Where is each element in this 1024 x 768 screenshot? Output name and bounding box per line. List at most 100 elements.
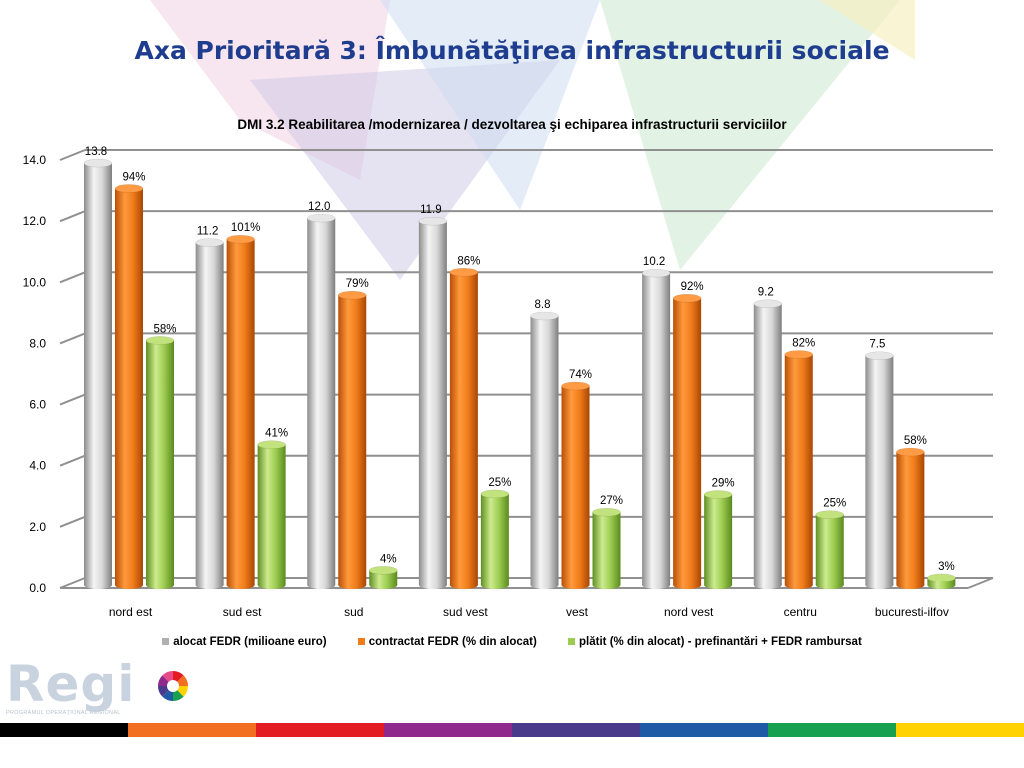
bar-contractat xyxy=(449,272,478,585)
bar-base-alocat xyxy=(530,581,559,589)
bar-base-alocat xyxy=(84,581,112,589)
data-label-alocat: 11.2 xyxy=(197,226,219,238)
gridline-depth xyxy=(59,149,86,161)
bar-base-alocat xyxy=(418,581,447,589)
bar-base-platit xyxy=(927,581,956,589)
bar-contractat xyxy=(561,385,590,585)
logo-flower-icon xyxy=(158,671,188,701)
data-label-contractat: 101% xyxy=(231,222,260,234)
data-label-alocat: 7.5 xyxy=(869,339,885,351)
gridline-depth xyxy=(59,332,86,345)
bar-base-contractat xyxy=(784,581,813,589)
bar-platit xyxy=(480,493,509,585)
color-strip xyxy=(0,723,1024,737)
bar-alocat xyxy=(195,242,224,585)
y-tick-label: 14.0 xyxy=(23,153,47,167)
bar-contractat xyxy=(226,239,255,586)
data-label-platit: 25% xyxy=(823,498,846,510)
bar-cap-platit xyxy=(703,490,733,499)
color-strip-segment xyxy=(896,723,1024,737)
bar-base-contractat xyxy=(561,581,590,589)
color-strip-segment xyxy=(128,723,256,737)
bar-cap-alocat xyxy=(307,213,336,223)
bar-cap-contractat xyxy=(672,293,702,303)
bar-platit xyxy=(592,512,621,585)
legend-item-contractat: contractat FEDR (% din alocat) xyxy=(357,636,537,648)
bg-shape-green xyxy=(600,0,900,270)
bar-cap-contractat xyxy=(114,184,144,193)
gridline-depth xyxy=(59,454,86,467)
bg-shape-blue xyxy=(380,0,600,210)
bar-cap-alocat xyxy=(753,299,782,308)
data-label-contractat: 74% xyxy=(569,369,592,381)
y-tick-label: 12.0 xyxy=(23,214,47,228)
bar-cap-alocat xyxy=(418,216,448,226)
axis-ticks: 0.0 2.0 4.0 6.0 8.0 10.0 12.0 14.0 nord est sud e… xyxy=(23,153,949,619)
bar-cap-platit xyxy=(145,336,175,345)
bar-platit xyxy=(704,494,733,585)
gridline-depth xyxy=(59,393,86,406)
gridline-depth xyxy=(59,210,86,223)
bar-platit xyxy=(146,340,174,585)
y-tick-label: 10.0 xyxy=(23,275,47,289)
data-label-contractat: 58% xyxy=(904,435,927,447)
y-tick-label: 8.0 xyxy=(29,336,46,350)
bar-base-alocat xyxy=(753,581,782,589)
legend: alocat FEDR (milioane euro) contractat F… xyxy=(0,636,1024,648)
bar-cap-platit xyxy=(369,566,398,575)
logo-word: Regi xyxy=(6,655,136,713)
bar-base-platit xyxy=(369,581,398,589)
data-label-alocat: 8.8 xyxy=(535,299,551,311)
bar-cap-contractat xyxy=(561,381,590,391)
data-label-contractat: 94% xyxy=(122,171,145,183)
bar-base-platit xyxy=(146,581,174,589)
data-label-platit: 27% xyxy=(600,495,623,507)
bar-base-platit xyxy=(704,581,733,589)
bar-contractat xyxy=(115,188,143,585)
bar-cap-platit xyxy=(927,573,956,583)
bar-base-contractat xyxy=(338,581,367,589)
data-label-alocat: 12.0 xyxy=(308,201,330,213)
chart-title: DMI 3.2 Reabilitarea /modernizarea / dez… xyxy=(237,117,787,132)
bar-alocat xyxy=(418,221,447,585)
color-strip-segment xyxy=(256,723,384,737)
color-strip-segment xyxy=(384,723,512,737)
legend-swatch-green xyxy=(568,638,576,645)
bar-base-alocat xyxy=(195,581,224,589)
bar-cap-contractat xyxy=(226,234,255,244)
gridline-depth xyxy=(59,577,86,589)
bar-cap-platit xyxy=(257,440,286,449)
bar-cap-contractat xyxy=(338,290,367,300)
bar-alocat xyxy=(865,355,894,585)
floor-edge xyxy=(967,577,994,589)
data-label-platit: 4% xyxy=(380,553,397,565)
data-label-platit: 29% xyxy=(712,478,735,490)
page-title: Axa Prioritară 3: Îmbunătăţirea infrastr… xyxy=(134,36,890,65)
bar-platit xyxy=(815,514,844,585)
data-label-alocat: 13.8 xyxy=(85,146,107,158)
bar-cap-platit xyxy=(815,510,844,519)
y-tick-label: 2.0 xyxy=(29,520,46,534)
legend-swatch-orange xyxy=(357,638,365,645)
bar-base-contractat xyxy=(226,581,255,589)
legend-swatch-grey xyxy=(162,638,170,645)
bar-platit xyxy=(257,444,286,585)
bar-cap-alocat xyxy=(530,311,559,321)
bar-cap-alocat xyxy=(195,238,224,247)
y-tick-label: 6.0 xyxy=(29,398,46,412)
data-label-platit: 25% xyxy=(488,477,511,489)
bar-base-platit xyxy=(592,581,621,589)
gridline-depth xyxy=(59,271,86,284)
y-tick-label: 0.0 xyxy=(29,581,46,595)
y-tick-label: 4.0 xyxy=(29,459,46,473)
bar-alocat xyxy=(753,303,782,585)
bg-shape-yellow xyxy=(820,0,915,60)
color-strip-segment xyxy=(512,723,640,737)
bar-cap-platit xyxy=(592,507,621,517)
data-labels: 13.8 94% 58% 11.2 101% 41% 12.0 79% 4% 11.9 86% 25%… xyxy=(85,146,955,573)
bar-cap-alocat xyxy=(83,158,113,168)
bar-base-platit xyxy=(480,581,509,589)
legend-label: alocat FEDR (milioane euro) xyxy=(173,636,327,648)
